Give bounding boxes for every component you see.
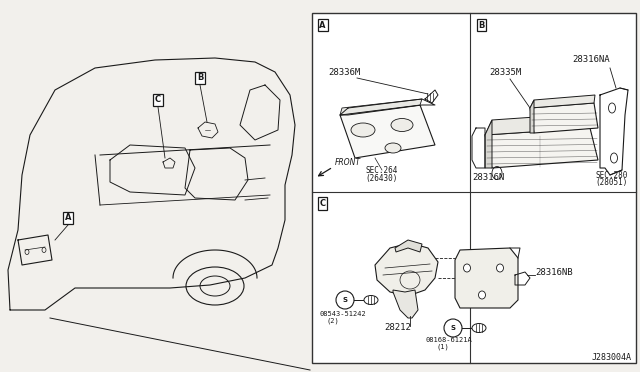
Ellipse shape [463, 264, 470, 272]
Polygon shape [530, 103, 598, 133]
Polygon shape [395, 240, 422, 252]
Ellipse shape [364, 295, 378, 305]
Polygon shape [485, 120, 492, 168]
Ellipse shape [497, 264, 504, 272]
Text: 28336M: 28336M [328, 68, 360, 77]
Polygon shape [485, 128, 598, 168]
Polygon shape [393, 290, 418, 318]
Polygon shape [530, 95, 595, 108]
Text: S: S [451, 325, 456, 331]
Text: (2): (2) [326, 318, 339, 324]
Text: SEC.280: SEC.280 [596, 171, 628, 180]
Text: C: C [319, 199, 326, 208]
Ellipse shape [609, 103, 616, 113]
Text: C: C [155, 96, 161, 105]
Circle shape [336, 291, 354, 309]
Circle shape [444, 319, 462, 337]
Polygon shape [340, 105, 435, 158]
Polygon shape [455, 248, 518, 308]
Text: A: A [319, 20, 326, 29]
Polygon shape [485, 113, 594, 135]
Text: 28212: 28212 [385, 323, 412, 332]
Text: B: B [197, 74, 203, 83]
Text: B: B [478, 20, 484, 29]
Text: 28316N: 28316N [472, 173, 504, 182]
Text: J283004A: J283004A [592, 353, 632, 362]
Ellipse shape [472, 324, 486, 333]
Polygon shape [312, 13, 636, 363]
Polygon shape [530, 100, 534, 133]
Ellipse shape [351, 123, 375, 137]
Text: SEC.264: SEC.264 [366, 166, 398, 175]
Text: FRONT: FRONT [335, 158, 361, 167]
Text: 28316NA: 28316NA [572, 55, 610, 64]
Text: 08168-6121A: 08168-6121A [425, 337, 472, 343]
Text: (28051): (28051) [596, 178, 628, 187]
Text: 28335M: 28335M [489, 68, 521, 77]
Text: 08543-51242: 08543-51242 [320, 311, 367, 317]
Text: 28316NB: 28316NB [535, 268, 573, 277]
Ellipse shape [391, 119, 413, 131]
Text: (26430): (26430) [366, 174, 398, 183]
Text: A: A [65, 214, 71, 222]
Polygon shape [340, 99, 422, 115]
Ellipse shape [479, 291, 486, 299]
Text: S: S [342, 297, 348, 303]
Polygon shape [375, 243, 438, 296]
Ellipse shape [385, 143, 401, 153]
Ellipse shape [611, 153, 618, 163]
Text: (1): (1) [437, 344, 450, 350]
